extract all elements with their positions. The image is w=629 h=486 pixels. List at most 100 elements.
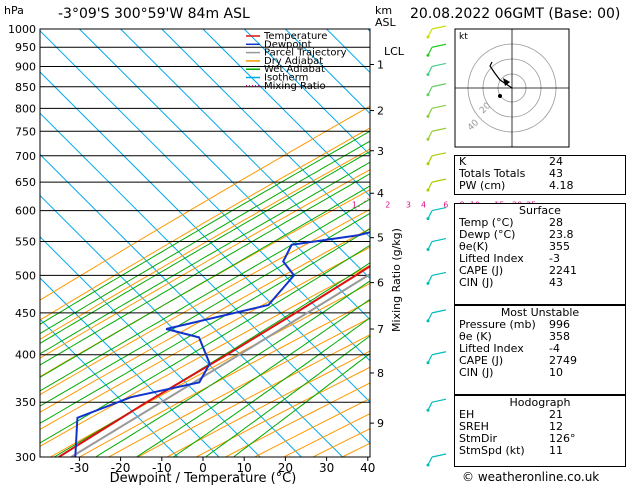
axes: 1234681015202530035040045050055060065070… xyxy=(4,4,536,486)
hodo-label: StmDir xyxy=(459,432,498,445)
hodo-row: SREH 12 xyxy=(455,421,625,433)
mixing-ratio-label: 1 xyxy=(352,201,357,210)
pressure-tick-label: 650 xyxy=(15,176,36,189)
pressure-tick-label: 950 xyxy=(15,41,36,54)
pressure-tick-label: 350 xyxy=(15,396,36,409)
dry-adiabat-line xyxy=(40,246,370,431)
surface-value: 28 xyxy=(549,216,563,229)
km-tick-label: 7 xyxy=(377,323,384,336)
wind-barb-flag xyxy=(431,178,447,183)
legend-label: Dewpoint xyxy=(264,39,312,50)
unstable-value: -4 xyxy=(549,342,560,355)
legend-label: Mixing Ratio xyxy=(264,81,326,92)
hodo-point xyxy=(498,94,502,98)
wet-adiabat-line xyxy=(40,244,370,444)
km-tick-label: 1 xyxy=(377,58,384,71)
temperature-line xyxy=(58,265,370,457)
hodo-row: EH 21 xyxy=(455,409,625,421)
wet-adiabat-line xyxy=(40,198,370,392)
indices-panel: K 24 Totals Totals 43 PW (cm) 4.18 xyxy=(454,155,626,195)
pressure-tick-label: 900 xyxy=(15,60,36,73)
wind-barb-dot xyxy=(426,463,430,467)
temperature-tick-label: 0 xyxy=(199,461,207,475)
wet-adiabat-line xyxy=(40,228,370,424)
unstable-row: CAPE (J) 2749 xyxy=(455,355,625,367)
legend-label: Temperature xyxy=(263,31,327,42)
asl-label: ASL xyxy=(375,16,397,29)
km-tick-label: 5 xyxy=(377,232,384,245)
wind-barb-dot xyxy=(426,93,430,97)
parcel-line xyxy=(70,273,370,457)
wet-adiabat-line xyxy=(40,185,370,378)
unstable-panel: Most Unstable Pressure (mb) 996 θe (K) 358 L… xyxy=(454,305,626,395)
surface-label: Lifted Index xyxy=(459,252,524,265)
hodo-trace xyxy=(489,61,513,89)
surface-value: 43 xyxy=(549,276,563,289)
hodo-row: StmSpd (kt) 11 xyxy=(455,445,625,457)
legend-label: Wet Adiabat xyxy=(264,64,325,75)
dry-adiabat-line xyxy=(40,264,370,447)
temperature-tick-label: 40 xyxy=(360,461,375,475)
wet-adiabat-line xyxy=(95,280,370,457)
surface-title: Surface xyxy=(519,204,561,217)
temperature-tick-label: 30 xyxy=(319,461,334,475)
km-tick-label: 2 xyxy=(377,105,384,118)
surface-label: Temp (°C) xyxy=(459,216,514,229)
wind-barb-dot xyxy=(426,217,430,221)
index-value: 4.18 xyxy=(549,179,574,192)
pressure-unit-label: hPa xyxy=(4,4,24,17)
index-row: Totals Totals 43 xyxy=(455,168,625,180)
isotherm-line xyxy=(202,29,370,197)
km-tick-label: 9 xyxy=(377,417,384,430)
index-label: Totals Totals xyxy=(459,167,526,180)
wind-barb-dot xyxy=(426,188,430,192)
hodo-value: 12 xyxy=(549,420,563,433)
temperature-tick-label: -20 xyxy=(111,461,131,475)
x-axis-label: Dewpoint / Temperature (°C) xyxy=(110,471,297,486)
mixing-ratio-label: 2 xyxy=(385,201,390,210)
unstable-table: Pressure (mb) 996 θe (K) 358 Lifted Index -4 C… xyxy=(455,319,625,379)
profiles xyxy=(58,231,370,457)
surface-label: θe(K) xyxy=(459,240,489,253)
wind-barb-flag xyxy=(431,351,447,356)
pressure-tick-label: 1000 xyxy=(8,23,36,36)
mixing-ratio-label: 4 xyxy=(421,201,426,210)
isotherm-line xyxy=(120,29,370,280)
unstable-value: 996 xyxy=(549,318,570,331)
mixing-ratio-label: 3 xyxy=(406,201,411,210)
unstable-label: θe (K) xyxy=(459,330,492,343)
hodo-title: Hodograph xyxy=(509,396,571,409)
km-tick-label: 6 xyxy=(377,277,384,290)
surface-panel: Surface Temp (°C) 28 Dewp (°C) 23.8 θe(K) 355… xyxy=(454,203,626,305)
wind-barb-flag xyxy=(431,62,447,68)
pressure-tick-label: 450 xyxy=(15,307,36,320)
indices-table: K 24 Totals Totals 43 PW (cm) 4.18 xyxy=(455,156,625,192)
pressure-tick-label: 550 xyxy=(15,236,36,249)
surface-table: Temp (°C) 28 Dewp (°C) 23.8 θe(K) 355 Lifted I… xyxy=(455,217,625,289)
credit-text: © weatheronline.co.uk xyxy=(462,470,600,484)
isotherm-line xyxy=(40,318,179,457)
wind-barbs xyxy=(426,25,447,467)
hodo-value: 126° xyxy=(549,432,576,445)
wet-adiabat-line xyxy=(173,317,370,457)
hodo-value: 21 xyxy=(549,408,563,421)
index-value: 43 xyxy=(549,167,563,180)
dry-adiabat-line xyxy=(137,334,370,457)
unstable-row: θe (K) 358 xyxy=(455,331,625,343)
index-value: 24 xyxy=(549,155,563,168)
date-title: 20.08.2022 06GMT (Base: 00) xyxy=(410,6,621,22)
isotherm-line xyxy=(79,29,370,321)
unstable-value: 2749 xyxy=(549,354,577,367)
legend-label: Parcel Trajectory xyxy=(264,48,347,59)
isotherm-line xyxy=(285,29,370,115)
isotherm-line xyxy=(40,236,261,457)
hodo-storm-marker xyxy=(503,78,510,86)
surface-label: Dewp (°C) xyxy=(459,228,516,241)
hodo-value: 11 xyxy=(549,444,563,457)
unstable-label: CIN (J) xyxy=(459,366,494,379)
isotherm-line xyxy=(243,29,370,156)
pressure-tick-label: 750 xyxy=(15,125,36,138)
station-title: -3°09'S 300°59'W 84m ASL xyxy=(58,6,250,22)
